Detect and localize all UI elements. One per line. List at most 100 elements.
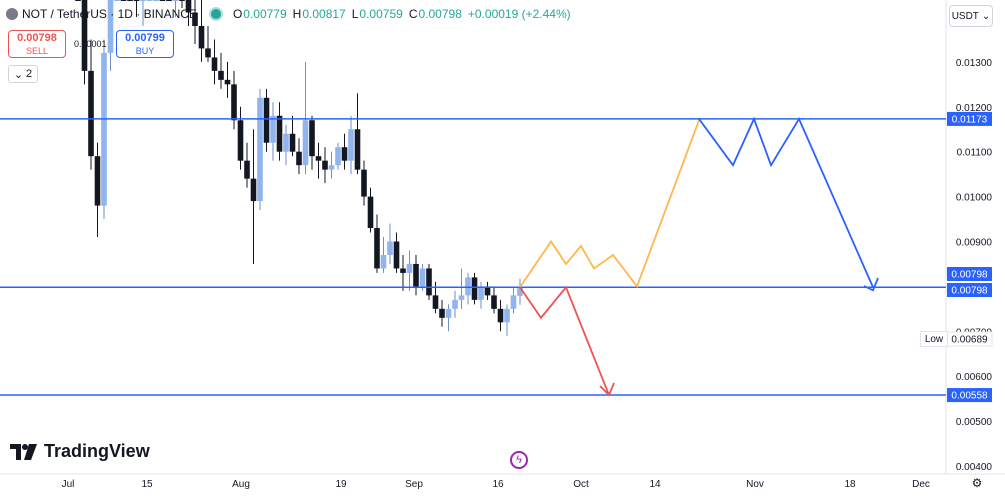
candle-body — [133, 0, 140, 1]
x-tick-label: 18 — [844, 479, 856, 490]
currency-dropdown[interactable]: USDT ⌄ — [949, 5, 993, 27]
candle-body — [127, 0, 133, 1]
x-tick-label: 19 — [335, 479, 347, 490]
candle-body — [153, 0, 159, 1]
candle-body — [244, 160, 250, 179]
candle-body — [185, 0, 192, 13]
candle-body — [367, 196, 374, 229]
candle-body — [504, 308, 510, 323]
candle-body — [257, 97, 263, 202]
y-tick-label: 0.01200 — [956, 103, 993, 114]
candle-body — [289, 133, 296, 152]
candle-body — [81, 0, 88, 71]
x-tick-label: Aug — [232, 479, 250, 490]
candle-body — [218, 70, 224, 80]
price-label-text: 0.00689 — [951, 335, 988, 346]
candle-body — [393, 241, 400, 269]
lots-value: 2 — [26, 68, 33, 80]
candle-body — [107, 0, 114, 53]
buy-price: 0.00799 — [125, 32, 165, 44]
sell-price: 0.00798 — [17, 32, 57, 44]
high-label: H — [292, 7, 302, 21]
chevron-down-icon: ⌄ — [13, 68, 24, 81]
buy-button[interactable]: 0.00799 BUY — [116, 30, 174, 58]
x-tick-label: Jul — [62, 479, 75, 490]
y-tick-label: 0.01300 — [956, 58, 993, 69]
candle-body — [302, 120, 309, 166]
price-label-text: 0.00798 — [951, 270, 988, 281]
candle-body — [172, 0, 179, 1]
lots-dropdown[interactable]: ⌄ 2 — [8, 65, 38, 83]
candle-body — [101, 52, 107, 206]
chevron-down-icon: ⌄ — [981, 10, 991, 22]
gear-icon[interactable]: ⚙ — [971, 476, 983, 490]
x-tick-label: 14 — [649, 479, 661, 490]
close-value: 0.00798 — [418, 7, 462, 21]
price-label-text: 0.00558 — [951, 391, 988, 402]
symbol-label[interactable]: NOT / TetherUS · 1D · BINANCE — [22, 7, 197, 21]
candle-body — [322, 160, 328, 170]
y-tick-label: 0.00600 — [956, 372, 993, 383]
projection-arrowhead — [863, 277, 879, 292]
candle-body — [224, 79, 231, 85]
candle-body — [198, 25, 205, 49]
candle-body — [452, 299, 458, 309]
candle-body — [276, 115, 283, 152]
candle-body — [309, 120, 315, 157]
candle-body — [140, 0, 146, 1]
low-label: L — [351, 7, 359, 21]
x-tick-label: Sep — [405, 479, 423, 490]
y-tick-label: 0.00900 — [956, 238, 993, 249]
candle-body — [406, 263, 413, 273]
x-tick-label: Oct — [573, 479, 589, 490]
candle-body — [400, 268, 406, 273]
candle-body — [211, 57, 218, 71]
flash-icon[interactable]: ϟ — [510, 451, 528, 469]
candle-body — [439, 308, 445, 318]
candle-body — [231, 84, 237, 121]
sell-button[interactable]: 0.00798 SELL — [8, 30, 66, 58]
candle-body — [491, 295, 497, 309]
price-label-last — [947, 267, 992, 281]
coin-icon — [6, 8, 18, 20]
candle-body — [263, 97, 270, 143]
candle-body — [179, 0, 185, 1]
candle-body — [510, 295, 517, 309]
candle-body — [120, 0, 127, 1]
candle-body — [75, 0, 81, 1]
low-value: 0.00759 — [359, 7, 403, 21]
price-label-level — [947, 388, 992, 403]
candle-body — [419, 268, 426, 287]
y-tick-label: 0.00500 — [956, 417, 993, 428]
high-value: 0.00817 — [302, 7, 346, 21]
price-label-level — [947, 111, 992, 126]
sell-label: SELL — [25, 46, 49, 56]
candle-body — [328, 165, 335, 170]
tradingview-logo[interactable]: TradingView — [10, 441, 150, 462]
candle-body — [114, 0, 120, 1]
tradingview-logo-icon — [10, 443, 37, 460]
x-tick-label: 16 — [492, 479, 504, 490]
low-tag: Low — [920, 331, 948, 347]
candle-body — [166, 0, 172, 1]
price-label-text: 0.01173 — [952, 114, 988, 125]
candle-body — [374, 228, 380, 269]
candle-body — [354, 129, 361, 170]
y-tick-label: 0.00400 — [956, 462, 993, 473]
x-tick-label: Dec — [912, 479, 930, 490]
open-value: 0.00779 — [243, 7, 287, 21]
candle-body — [146, 0, 153, 1]
legend-header: NOT / TetherUS · 1D · BINANCE O 0.00779 H… — [6, 6, 577, 22]
candle-body — [458, 295, 465, 300]
reversal-projection-path — [698, 116, 874, 288]
candle-body — [94, 156, 101, 206]
brand-name: TradingView — [44, 441, 150, 461]
candle-body — [88, 70, 94, 157]
candle-body — [484, 286, 491, 296]
candle-body — [237, 120, 244, 161]
bullish-projection-path — [519, 119, 700, 289]
candle-body — [413, 263, 419, 287]
close-label: C — [408, 7, 418, 21]
candle-body — [335, 147, 341, 166]
